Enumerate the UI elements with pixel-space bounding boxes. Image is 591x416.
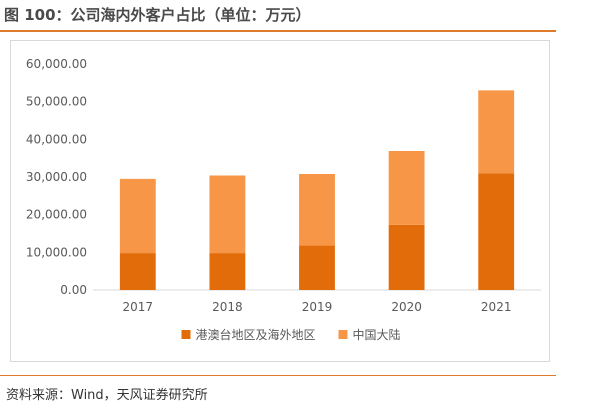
legend-swatch-1	[181, 330, 191, 339]
bar-segment-1	[209, 253, 246, 290]
x-tick-label: 2018	[212, 300, 243, 314]
source-rule	[0, 375, 556, 376]
legend-swatch-2	[338, 330, 348, 339]
bar-segment-2	[388, 151, 425, 225]
y-tick-label: 0.00	[60, 283, 87, 297]
bar-segment-1	[119, 253, 156, 290]
y-tick-label: 40,000.00	[26, 132, 87, 146]
bar-segment-1	[478, 173, 515, 290]
title-rule	[0, 30, 556, 32]
y-tick-label: 50,000.00	[26, 95, 87, 109]
bar-segment-1	[388, 224, 425, 290]
bar-segment-2	[478, 90, 515, 174]
chart-frame: 0.00 10,000.00 20,000.00 30,000.00 40,000.00…	[10, 40, 550, 362]
bar-segment-2	[119, 178, 156, 254]
bar-segment-2	[299, 173, 335, 246]
bar-segment-2	[209, 175, 246, 254]
x-tick-label: 2020	[391, 300, 422, 314]
y-tick-label: 10,000.00	[26, 245, 87, 259]
y-tick-label: 20,000.00	[26, 208, 87, 222]
x-tick-label: 2017	[123, 300, 154, 314]
figure-title: 图 100：公司海内外客户占比（单位：万元）	[4, 6, 311, 24]
x-tick-label: 2019	[302, 300, 333, 314]
legend-label-1: 港澳台地区及海外地区	[196, 327, 316, 342]
y-tick-label: 30,000.00	[26, 170, 87, 184]
x-tick-label: 2021	[481, 300, 512, 314]
legend-label-2: 中国大陆	[353, 327, 401, 342]
y-tick-label: 60,000.00	[26, 57, 87, 71]
source-note: 资料来源：Wind，天风证券研究所	[6, 388, 208, 403]
stacked-bar-chart: 0.00 10,000.00 20,000.00 30,000.00 40,000.00…	[26, 57, 541, 342]
bar-segment-1	[299, 245, 335, 290]
